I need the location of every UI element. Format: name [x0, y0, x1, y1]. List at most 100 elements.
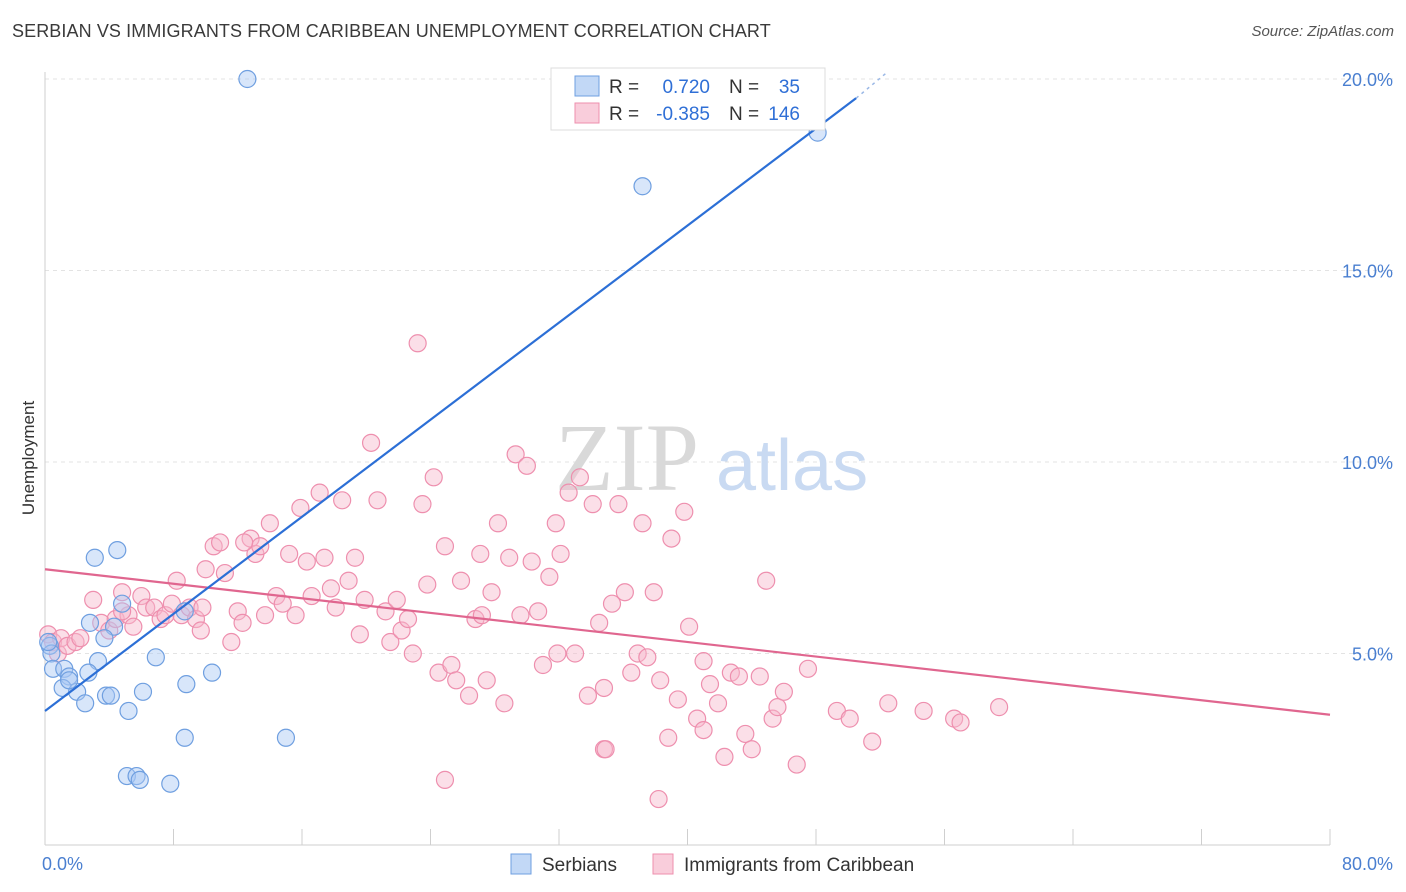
caribbean-point	[578, 686, 598, 705]
serbians-point	[96, 686, 116, 705]
serbians-point	[146, 648, 165, 667]
caribbean-point	[546, 514, 565, 533]
bottom-legend-swatch-serbians	[510, 853, 532, 875]
caribbean-point	[112, 602, 132, 621]
caribbean-point	[500, 548, 519, 567]
legend-swatch-caribbean	[574, 102, 600, 124]
bottom-legend-swatch-caribbean	[652, 853, 674, 875]
serbians-point	[276, 728, 296, 747]
caribbean-point	[609, 495, 628, 514]
serbians-point	[80, 613, 100, 632]
caribbean-point	[495, 694, 514, 713]
caribbean-point	[408, 334, 427, 353]
caribbean-point	[694, 652, 713, 671]
caribbean-point	[633, 514, 652, 533]
caribbean-point	[638, 648, 657, 667]
caribbean-point	[787, 755, 806, 774]
caribbean-point	[233, 613, 252, 632]
serbians-point	[85, 548, 104, 567]
caribbean-point	[594, 678, 614, 698]
legend-n-value-caribbean: 146	[768, 104, 800, 125]
caribbean-point	[668, 690, 687, 709]
caribbean-point	[472, 606, 491, 625]
caribbean-point	[559, 483, 578, 502]
legend-n-value-serbians: 35	[779, 77, 800, 98]
legend-r-value-caribbean: -0.385	[656, 104, 710, 125]
caribbean-point	[482, 583, 501, 602]
caribbean-point	[506, 445, 525, 464]
caribbean-point	[459, 686, 479, 705]
caribbean-point	[228, 602, 247, 621]
caribbean-point	[451, 571, 471, 590]
caribbean-point	[570, 468, 589, 487]
caribbean-point	[879, 694, 898, 713]
serbians-point	[76, 694, 95, 713]
serbians-point	[101, 686, 120, 705]
caribbean-point	[368, 491, 387, 510]
caribbean-point	[132, 586, 151, 606]
caribbean-point	[291, 498, 310, 518]
caribbean-point	[914, 701, 933, 721]
legend-r-value-serbians: 0.720	[662, 77, 710, 98]
caribbean-point	[551, 544, 570, 564]
bottom-legend: Serbians Immigrants from Caribbean	[510, 853, 914, 876]
caribbean-point	[315, 548, 334, 567]
caribbean-point	[688, 709, 707, 728]
caribbean-point	[644, 583, 663, 602]
caribbean-point	[191, 621, 210, 640]
caribbean-point	[622, 663, 641, 682]
caribbean-point	[302, 586, 321, 606]
legend-swatch-serbians	[574, 75, 600, 97]
caribbean-point	[700, 675, 720, 694]
caribbean-point	[649, 789, 668, 809]
serbians-point	[112, 594, 132, 613]
caribbean-point	[71, 629, 90, 648]
watermark-zip: ZIP	[555, 404, 699, 511]
serbians-point	[42, 644, 61, 663]
caribbean-point	[694, 720, 713, 740]
caribbean-point	[418, 575, 437, 594]
serbians-point	[59, 667, 79, 686]
caribbean-point	[511, 606, 530, 625]
y-tick-label-10: 10.0%	[1342, 453, 1393, 473]
caribbean-point	[675, 502, 694, 521]
caribbean-point	[286, 606, 305, 625]
grid-lines	[45, 78, 1393, 654]
legend-n-label-serbians: N =	[729, 77, 759, 98]
caribbean-point	[350, 625, 369, 644]
caribbean-point	[596, 740, 615, 759]
caribbean-point	[424, 468, 443, 487]
caribbean-point	[990, 698, 1009, 717]
caribbean-point	[392, 621, 411, 640]
caribbean-point	[260, 514, 279, 533]
caribbean-point	[222, 632, 241, 652]
caribbean-point	[763, 709, 782, 728]
serbians-point	[161, 774, 180, 793]
caribbean-point	[840, 709, 859, 728]
caribbean-point	[196, 560, 215, 579]
caribbean-point	[615, 583, 634, 602]
caribbean-point	[339, 571, 358, 590]
caribbean-points	[39, 334, 1009, 809]
x-ticks	[44, 829, 1331, 845]
serbians-point	[238, 69, 257, 89]
x-tick-label-min: 0.0%	[42, 854, 83, 874]
caribbean-point	[447, 671, 466, 690]
caribbean-point	[310, 483, 329, 502]
legend-r-label-caribbean: R =	[609, 104, 639, 125]
caribbean-point	[124, 617, 143, 636]
caribbean-point	[84, 590, 103, 609]
legend: R = 0.720 N = 35 R = -0.385 N = 146	[550, 67, 826, 131]
serbians-point	[130, 770, 149, 789]
caribbean-trend-line	[44, 568, 1331, 716]
caribbean-point	[321, 579, 341, 598]
watermark-atlas: atlas	[716, 426, 868, 506]
serbians-point	[95, 629, 114, 648]
caribbean-point	[529, 602, 548, 621]
caribbean-point	[628, 644, 647, 663]
caribbean-point	[435, 537, 455, 556]
caribbean-point	[750, 667, 769, 686]
serbians-point	[202, 663, 222, 682]
y-tick-labels: 5.0% 10.0% 15.0% 20.0%	[1342, 70, 1393, 665]
